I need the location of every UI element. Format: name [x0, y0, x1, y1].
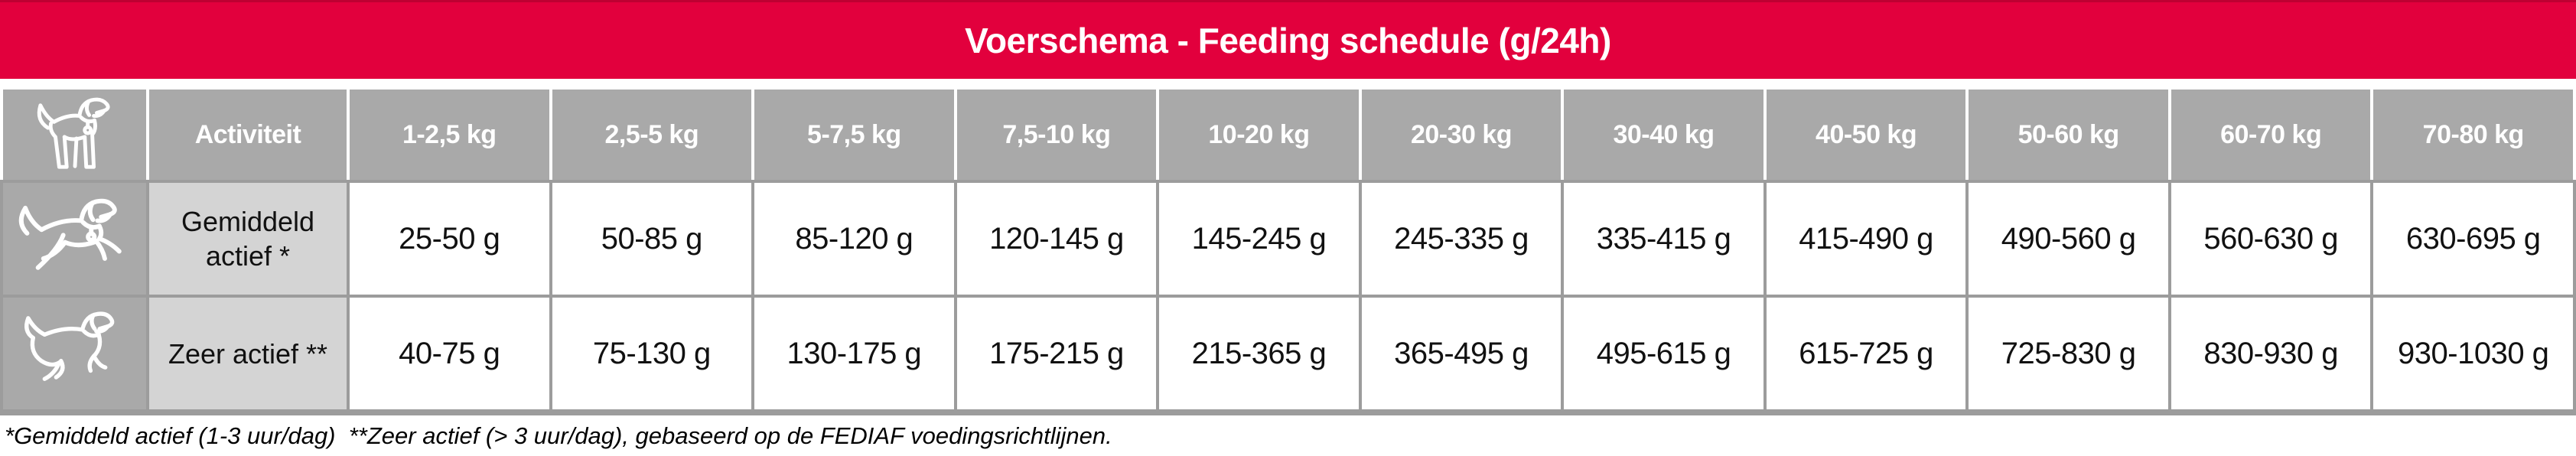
feeding-amount-cell: 365-495 g	[1361, 298, 1562, 409]
activity-label: Gemiddeld actief *	[149, 183, 347, 295]
weight-column-header: 10-20 kg	[1159, 90, 1359, 180]
feeding-amount-cell: 560-630 g	[2171, 183, 2371, 295]
weight-column-header: 30-40 kg	[1564, 90, 1763, 180]
feeding-amount-cell: 415-490 g	[1766, 183, 1966, 295]
galloping-dog-icon	[24, 311, 114, 381]
feeding-amount-cell: 40-75 g	[350, 298, 549, 409]
feeding-amount-cell: 215-365 g	[1159, 298, 1359, 409]
weight-column-header: 7,5-10 kg	[956, 90, 1157, 180]
weight-column-header: 20-30 kg	[1361, 90, 1562, 180]
title-bar: Voerschema - Feeding schedule (g/24h)	[0, 0, 2576, 79]
standing-dog-icon-cell	[3, 90, 146, 180]
table-header-row: Activiteit 1-2,5 kg 2,5-5 kg 5-7,5 kg 7,5-10…	[0, 90, 2576, 180]
feeding-amount-cell: 930-1030 g	[2373, 298, 2573, 409]
feeding-amount-cell: 495-615 g	[1564, 298, 1763, 409]
weight-column-header: 5-7,5 kg	[754, 90, 954, 180]
feeding-amount-cell: 245-335 g	[1361, 183, 1562, 295]
feeding-amount-cell: 175-215 g	[956, 298, 1157, 409]
weight-column-header: 1-2,5 kg	[350, 90, 549, 180]
feeding-amount-cell: 85-120 g	[754, 183, 954, 295]
table-body: Gemiddeld actief * 25-50 g 50-85 g 85-120 g…	[0, 180, 2576, 415]
feeding-amount-cell: 830-930 g	[2171, 298, 2371, 409]
feeding-amount-cell: 50-85 g	[552, 183, 752, 295]
feeding-amount-cell: 130-175 g	[754, 298, 954, 409]
running-dog-icon	[18, 198, 122, 270]
activity-label: Zeer actief **	[149, 298, 347, 409]
weight-column-header: 70-80 kg	[2373, 90, 2573, 180]
page-title: Voerschema - Feeding schedule (g/24h)	[965, 21, 1611, 60]
feeding-amount-cell: 725-830 g	[1969, 298, 2168, 409]
weight-column-header: 50-60 kg	[1969, 90, 2168, 180]
weight-column-header: 2,5-5 kg	[552, 90, 752, 180]
running-dog-icon-cell	[3, 183, 146, 295]
standing-dog-icon	[37, 97, 110, 169]
feeding-amount-cell: 490-560 g	[1969, 183, 2168, 295]
feeding-amount-cell: 615-725 g	[1766, 298, 1966, 409]
feeding-amount-cell: 120-145 g	[956, 183, 1157, 295]
title-gap	[0, 79, 2576, 90]
galloping-dog-icon-cell	[3, 298, 146, 409]
feeding-amount-cell: 630-695 g	[2373, 183, 2573, 295]
weight-column-header: 60-70 kg	[2171, 90, 2371, 180]
feeding-amount-cell: 145-245 g	[1159, 183, 1359, 295]
feeding-amount-cell: 75-130 g	[552, 298, 752, 409]
footnote: *Gemiddeld actief (1-3 uur/dag) **Zeer a…	[5, 422, 1112, 449]
feeding-amount-cell: 335-415 g	[1564, 183, 1763, 295]
weight-column-header: 40-50 kg	[1766, 90, 1966, 180]
feeding-amount-cell: 25-50 g	[350, 183, 549, 295]
activity-column-header: Activiteit	[149, 90, 347, 180]
